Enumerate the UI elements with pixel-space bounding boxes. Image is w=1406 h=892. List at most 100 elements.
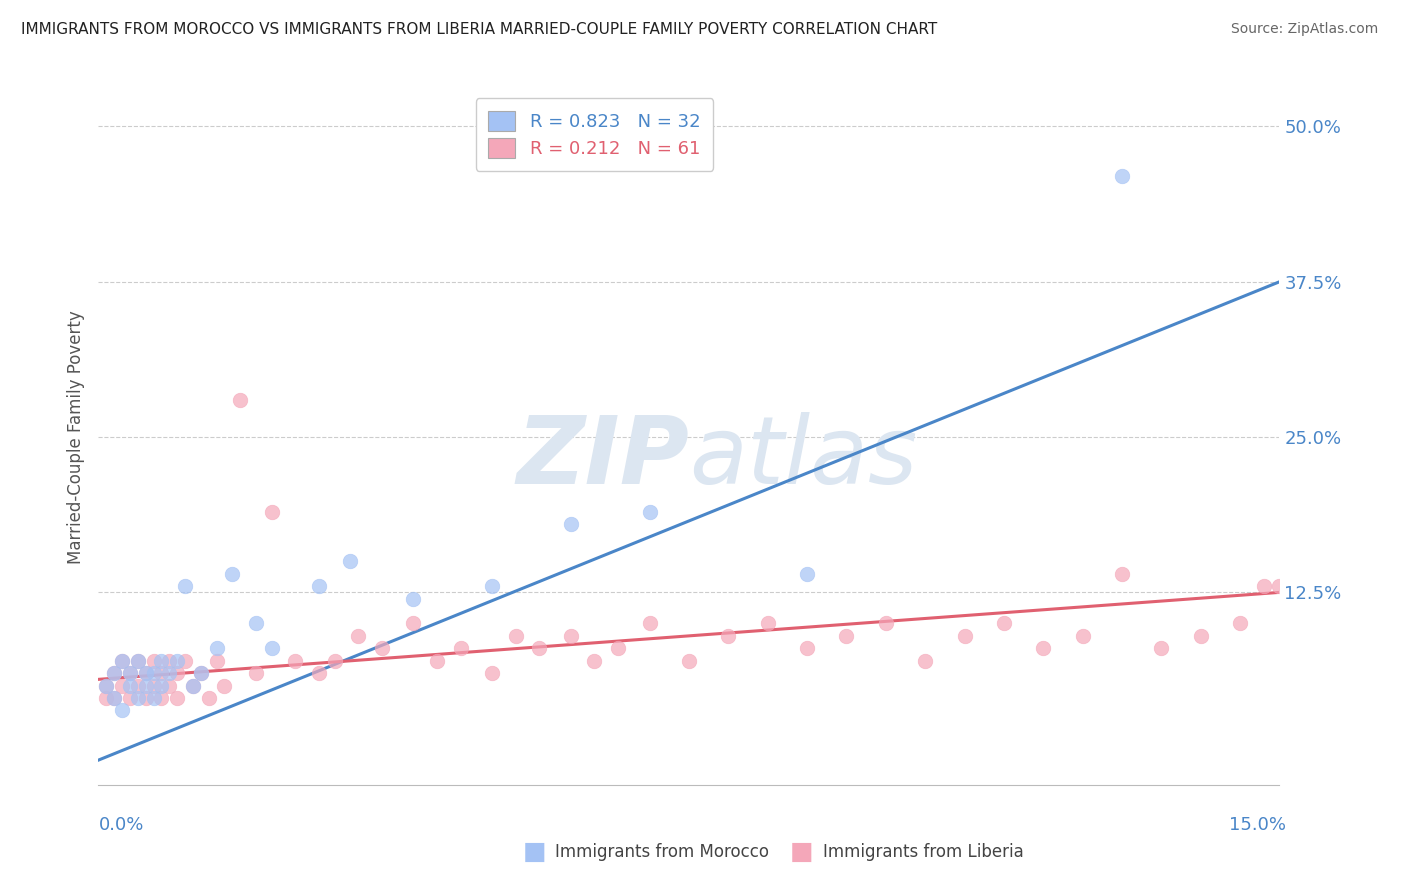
Point [118, 666, 141, 681]
Point [529, 641, 551, 656]
Point [181, 679, 204, 693]
Point [371, 641, 394, 656]
Point [96, 679, 118, 693]
Point [157, 679, 180, 693]
Point [142, 679, 165, 693]
Point [142, 654, 165, 668]
Point [245, 666, 267, 681]
Legend: R = 0.823   N = 32, R = 0.212   N = 61: R = 0.823 N = 32, R = 0.212 N = 61 [475, 98, 713, 170]
Point [135, 666, 157, 681]
Point [323, 654, 346, 668]
Point [260, 505, 283, 519]
Point [1189, 629, 1212, 643]
Text: Source: ZipAtlas.com: Source: ZipAtlas.com [1230, 22, 1378, 37]
Point [796, 641, 818, 656]
Point [118, 690, 141, 705]
Text: ZIP: ZIP [516, 412, 689, 504]
Text: ■: ■ [790, 840, 813, 863]
Point [111, 679, 134, 693]
Point [914, 654, 936, 668]
Point [583, 654, 606, 668]
Text: Immigrants from Morocco: Immigrants from Morocco [555, 843, 769, 861]
Point [229, 392, 252, 407]
Point [560, 517, 582, 532]
Point [638, 616, 661, 631]
Point [96, 690, 118, 705]
Point [245, 616, 267, 631]
Point [560, 629, 582, 643]
Point [1229, 616, 1251, 631]
Point [426, 654, 449, 668]
Point [150, 666, 173, 681]
Point [678, 654, 700, 668]
Point [142, 690, 165, 705]
Point [1150, 641, 1173, 656]
Point [103, 690, 125, 705]
Point [308, 666, 330, 681]
Point [127, 654, 149, 668]
Text: 15.0%: 15.0% [1229, 816, 1286, 834]
Point [1071, 629, 1094, 643]
Point [135, 690, 157, 705]
Point [111, 703, 134, 717]
Y-axis label: Married-Couple Family Poverty: Married-Couple Family Poverty [66, 310, 84, 564]
Point [347, 629, 370, 643]
Point [197, 690, 219, 705]
Point [481, 579, 503, 593]
Text: ■: ■ [523, 840, 546, 863]
Point [1268, 579, 1291, 593]
Point [505, 629, 527, 643]
Point [166, 666, 188, 681]
Point [150, 690, 173, 705]
Point [127, 679, 149, 693]
Point [174, 654, 197, 668]
Point [260, 641, 283, 656]
Point [1253, 579, 1275, 593]
Point [181, 679, 204, 693]
Point [96, 679, 118, 693]
Point [1111, 169, 1133, 183]
Text: IMMIGRANTS FROM MOROCCO VS IMMIGRANTS FROM LIBERIA MARRIED-COUPLE FAMILY POVERTY: IMMIGRANTS FROM MOROCCO VS IMMIGRANTS FR… [21, 22, 938, 37]
Point [214, 679, 236, 693]
Point [953, 629, 976, 643]
Point [205, 641, 228, 656]
Point [1032, 641, 1054, 656]
Point [402, 616, 425, 631]
Point [875, 616, 897, 631]
Point [339, 554, 361, 568]
Point [284, 654, 307, 668]
Point [607, 641, 630, 656]
Text: Immigrants from Liberia: Immigrants from Liberia [823, 843, 1024, 861]
Point [221, 566, 243, 581]
Point [205, 654, 228, 668]
Point [717, 629, 740, 643]
Point [835, 629, 858, 643]
Point [111, 654, 134, 668]
Text: atlas: atlas [689, 412, 917, 503]
Point [103, 690, 125, 705]
Point [127, 654, 149, 668]
Point [166, 654, 188, 668]
Point [127, 690, 149, 705]
Point [157, 666, 180, 681]
Point [142, 666, 165, 681]
Point [150, 654, 173, 668]
Point [103, 666, 125, 681]
Point [118, 666, 141, 681]
Point [190, 666, 212, 681]
Point [481, 666, 503, 681]
Point [190, 666, 212, 681]
Point [166, 690, 188, 705]
Text: 0.0%: 0.0% [98, 816, 143, 834]
Point [638, 505, 661, 519]
Point [150, 679, 173, 693]
Point [135, 679, 157, 693]
Point [796, 566, 818, 581]
Point [174, 579, 197, 593]
Point [118, 679, 141, 693]
Point [111, 654, 134, 668]
Point [157, 654, 180, 668]
Point [993, 616, 1015, 631]
Point [402, 591, 425, 606]
Point [756, 616, 779, 631]
